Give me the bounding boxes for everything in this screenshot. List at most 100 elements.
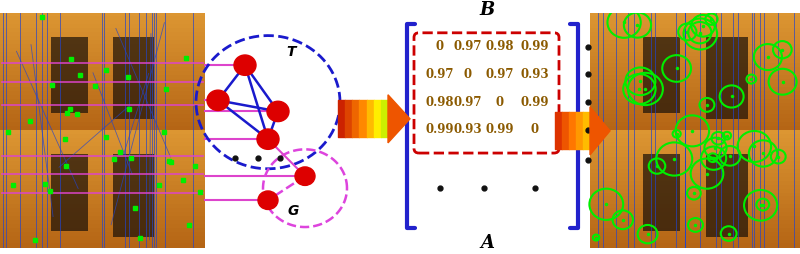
- Bar: [0, 150, 205, 154]
- Bar: [590, 106, 800, 111]
- Bar: [590, 157, 800, 162]
- Bar: [590, 200, 800, 205]
- Bar: [590, 12, 800, 17]
- Bar: [0, 177, 205, 182]
- Bar: [0, 193, 205, 197]
- Bar: [590, 36, 800, 41]
- Text: 0.98: 0.98: [426, 96, 454, 109]
- Bar: [0, 56, 205, 60]
- Bar: [590, 204, 800, 209]
- Bar: [590, 146, 800, 150]
- Bar: [0, 240, 205, 244]
- Bar: [0, 52, 205, 56]
- Bar: [590, 216, 800, 221]
- Bar: [0, 142, 205, 147]
- Polygon shape: [388, 95, 410, 143]
- Bar: [590, 110, 800, 115]
- Bar: [0, 44, 205, 49]
- Bar: [0, 87, 205, 92]
- Text: 0.97: 0.97: [454, 96, 482, 109]
- Text: 0.93: 0.93: [521, 68, 550, 81]
- Bar: [590, 189, 800, 194]
- Bar: [0, 173, 205, 178]
- Bar: [590, 24, 800, 29]
- Bar: [590, 232, 800, 236]
- Bar: [590, 44, 800, 49]
- Bar: [590, 40, 800, 45]
- Bar: [590, 181, 800, 186]
- Text: 0.98: 0.98: [486, 40, 514, 53]
- Bar: [0, 197, 205, 201]
- Bar: [0, 157, 205, 162]
- Bar: [590, 87, 800, 92]
- Bar: [590, 83, 800, 88]
- Bar: [590, 52, 800, 56]
- Bar: [0, 228, 205, 233]
- Bar: [590, 20, 800, 25]
- Bar: [0, 71, 205, 76]
- Bar: [0, 220, 205, 225]
- Bar: [590, 56, 800, 60]
- Bar: [706, 154, 747, 236]
- Bar: [590, 228, 800, 233]
- Bar: [0, 161, 205, 166]
- Bar: [0, 153, 205, 158]
- Bar: [590, 103, 800, 107]
- Bar: [0, 189, 205, 194]
- Bar: [0, 32, 205, 37]
- Bar: [590, 208, 800, 213]
- Text: 0.97: 0.97: [454, 40, 482, 53]
- Bar: [0, 181, 205, 186]
- Bar: [0, 95, 205, 100]
- Bar: [0, 130, 205, 135]
- Bar: [590, 165, 800, 170]
- Bar: [0, 122, 205, 127]
- Text: G: G: [288, 204, 299, 218]
- Bar: [0, 83, 205, 88]
- Bar: [590, 122, 800, 127]
- Bar: [590, 212, 800, 217]
- Bar: [590, 236, 800, 241]
- Text: A: A: [480, 233, 494, 251]
- Bar: [590, 244, 800, 248]
- Bar: [590, 220, 800, 225]
- Polygon shape: [590, 107, 610, 155]
- Bar: [0, 200, 205, 205]
- Bar: [590, 173, 800, 178]
- Bar: [0, 110, 205, 115]
- Bar: [590, 134, 800, 139]
- Bar: [0, 118, 205, 123]
- Circle shape: [207, 90, 229, 110]
- Bar: [590, 142, 800, 147]
- Bar: [590, 126, 800, 131]
- Bar: [0, 212, 205, 217]
- Bar: [0, 236, 205, 241]
- Text: 0.97: 0.97: [486, 68, 514, 81]
- Bar: [0, 16, 205, 21]
- Text: 0.99: 0.99: [426, 123, 454, 136]
- Circle shape: [295, 167, 315, 185]
- Bar: [590, 224, 800, 229]
- Bar: [0, 59, 205, 64]
- Bar: [0, 12, 205, 17]
- Bar: [590, 67, 800, 72]
- Bar: [0, 146, 205, 150]
- Text: 0: 0: [464, 68, 472, 81]
- Circle shape: [258, 191, 278, 210]
- Bar: [590, 193, 800, 197]
- Bar: [0, 103, 205, 107]
- Bar: [0, 232, 205, 236]
- Text: T: T: [286, 45, 295, 59]
- Bar: [0, 224, 205, 229]
- Bar: [0, 169, 205, 174]
- Bar: [590, 95, 800, 100]
- Bar: [590, 197, 800, 201]
- Bar: [0, 20, 205, 25]
- Bar: [0, 134, 205, 139]
- Bar: [590, 153, 800, 158]
- Bar: [590, 16, 800, 21]
- Text: 0.99: 0.99: [521, 40, 550, 53]
- Bar: [590, 79, 800, 84]
- Bar: [0, 28, 205, 33]
- Bar: [642, 37, 680, 113]
